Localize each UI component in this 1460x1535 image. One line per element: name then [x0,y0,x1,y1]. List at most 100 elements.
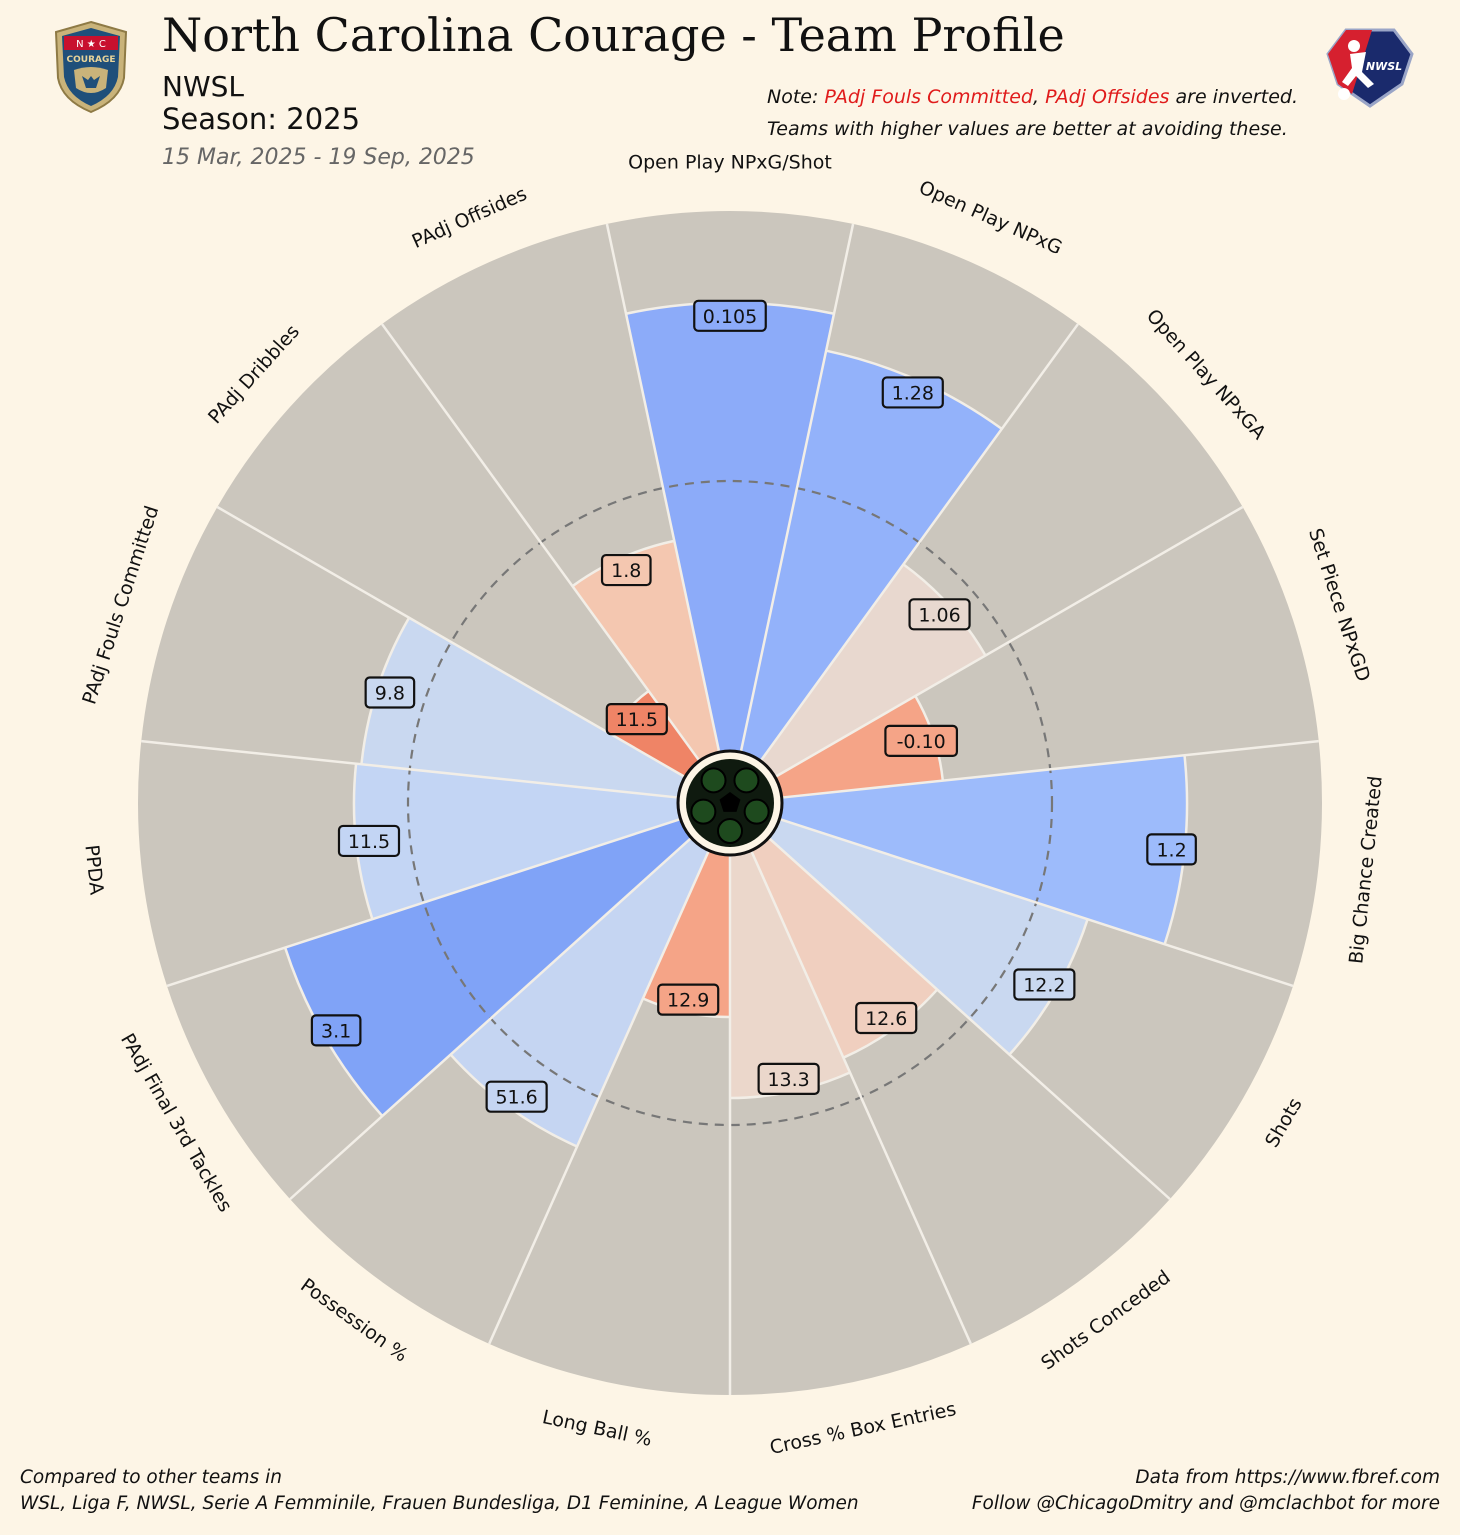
data-source: Data from https://www.fbref.com [1135,1467,1440,1488]
team-logo: N ★ C COURAGE [54,20,128,114]
divider-line [774,505,1244,779]
value-label-text: 12.2 [1023,975,1065,997]
divider-line [759,323,1079,762]
note-inverted-param-1: PAdj Fouls Committed [824,86,1033,108]
team-logo-name: COURAGE [67,55,116,65]
note-inverted-param-2: PAdj Offsides [1045,86,1170,108]
value-label-text: 9.8 [375,682,405,704]
value-label-text: -0.10 [897,731,946,753]
value-slices [285,302,1187,1147]
ball-patch [700,767,727,794]
date-range: 15 Mar, 2025 - 19 Sep, 2025 [162,145,475,170]
season-label: Season: 2025 [162,102,361,136]
value-label-text: 1.06 [918,604,960,626]
value-label-shots: 12.2 [1013,968,1076,1001]
divider-line [166,817,681,988]
value-label-cross-box-entries: 13.3 [757,1062,820,1095]
param-label-long-ball: Long Ball % [540,1406,653,1451]
value-label-open-play-npxga: 1.06 [908,598,971,631]
league-logo-name: NWSL [1366,60,1402,73]
value-label-box [908,598,971,631]
value-label-text: 13.3 [767,1069,809,1091]
league-logo: NWSL [1326,28,1414,108]
param-label-padj-fouls-committed: PAdj Fouls Committed [78,503,163,707]
value-label-big-chance-created: 1.2 [1146,833,1197,866]
comparison-note: Compared to other teams in WSL, Liga F, … [20,1465,859,1517]
value-label-box [693,299,767,332]
center-ball [676,749,784,857]
bar-big-chance-created [779,755,1187,945]
param-label-set-piece-npxgd: Set Piece NPxGD [1304,526,1374,685]
ball-patch [690,798,717,825]
value-label-box [884,724,959,757]
divider-line [605,223,721,753]
value-label-box [310,1014,362,1047]
value-label-text: 0.105 [703,306,757,328]
value-label-padj-final-3rd-tackles: 3.1 [310,1014,362,1047]
comparison-leagues: WSL, Liga F, NWSL, Serie A Femminile, Fr… [20,1493,859,1514]
param-label-cross-box-entries: Cross % Box Entries [768,1398,958,1459]
value-label-text: 12.9 [667,990,709,1012]
value-label-box [1013,968,1076,1001]
note-line-1: Note: PAdj Fouls Committed, PAdj Offside… [767,81,1298,113]
slice-bg-padj-dribbles [217,324,700,777]
param-label-big-chance-created: Big Chance Created [1345,775,1387,965]
value-label-text: 1.28 [892,382,934,404]
bar-possession [450,837,709,1147]
value-label-box [757,1062,820,1095]
value-label-box [337,824,401,858]
team-logo-letters: N ★ C [76,39,106,50]
credits: Data from https://www.fbref.com Follow @… [972,1465,1440,1517]
bar-shots [768,819,1088,1055]
ball-center-patch [719,792,741,812]
ball-patch [733,767,760,794]
note-suffix: are inverted. [1169,86,1298,108]
follow-credit: Follow @ChicagoDmitry and @mclachbot for… [971,1493,1440,1514]
divider-line [739,223,855,753]
divider-line [488,849,710,1345]
note-line-2: Teams with higher values are better at a… [767,118,1288,140]
bar-padj-final-3rd-tackles [285,819,692,1117]
ball-patch [743,798,770,825]
bar-ppda [353,763,681,920]
value-label-text: 3.1 [321,1020,351,1042]
param-label-ppda: PPDA [80,844,107,896]
value-label-box [364,676,416,709]
note-separator: , [1032,86,1046,108]
value-label-padj-fouls-committed: 9.8 [364,676,416,709]
param-label-shots: Shots [1261,1094,1307,1151]
value-label-padj-dribbles: 11.5 [605,702,668,736]
value-label-box [881,376,944,409]
bar-padj-fouls-committed [361,617,685,798]
value-label-text: 11.5 [348,831,390,853]
divider-line [141,739,679,799]
bar-cross-box-entries [730,850,850,1098]
value-label-box [855,1001,918,1035]
bar-open-play-npxg [740,350,1002,761]
note-prefix: Note: [767,86,825,108]
value-label-text: 12.6 [865,1008,907,1030]
value-label-text: 51.6 [495,1087,537,1109]
value-label-long-ball: 12.9 [657,983,720,1016]
value-label-box [1146,833,1197,866]
value-label-open-play-npxg: 1.28 [881,376,944,409]
param-label-padj-offsides: PAdj Offsides [409,183,530,253]
divider-line [781,739,1319,799]
value-label-text: 11.5 [616,709,658,731]
value-label-ppda: 11.5 [337,824,401,858]
value-label-box [657,983,720,1016]
page-title: North Carolina Courage - Team Profile [162,8,1065,62]
value-label-possession: 51.6 [485,1080,548,1113]
bar-open-play-npxg-shot [626,302,834,753]
param-label-open-play-npxg: Open Play NPxG [916,176,1066,259]
divider-line [750,849,972,1345]
comparison-note-line-1: Compared to other teams in [20,1467,282,1488]
value-labels: 0.105 1.28 1.06 -0.10 1.2 12.2 12.6 13.3 12.9 51.… [310,299,1197,1113]
value-label-open-play-npxg-shot: 0.105 [693,299,767,332]
value-label-box [600,553,652,587]
reference-ring-group [406,479,1054,1127]
value-label-set-piece-npxgd: -0.10 [884,724,959,757]
ball-patch [717,818,743,844]
bar-padj-offsides [572,540,720,761]
